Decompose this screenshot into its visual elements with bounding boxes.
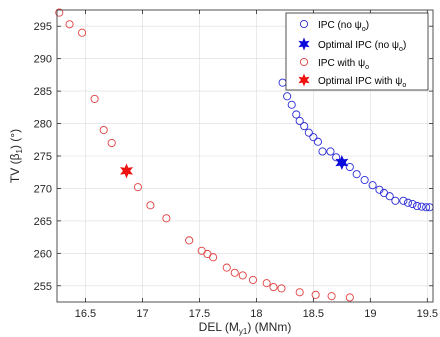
legend-item-optimal-ipc-no-psi: Optimal IPC (no ψo)	[298, 37, 406, 53]
data-point	[391, 196, 400, 205]
data-point	[78, 28, 87, 37]
data-point	[332, 153, 341, 162]
x-tick-label: 18	[250, 308, 262, 320]
x-tick-label: 19.5	[417, 308, 438, 320]
legend-item-ipc-no-psi: IPC (no ψo)	[299, 19, 369, 33]
legend-marker-ipc-with-psi	[299, 57, 309, 67]
series-layer	[55, 8, 434, 302]
data-point	[318, 147, 327, 156]
data-point	[360, 175, 369, 185]
data-point	[185, 236, 194, 245]
data-point	[345, 162, 354, 172]
y-tick-label: 290	[34, 54, 52, 66]
data-point	[262, 279, 271, 288]
y-axis-label: TV (β1) (°)	[8, 129, 24, 183]
data-point	[287, 100, 296, 109]
x-tick-label: 19	[364, 308, 376, 320]
x-tick-label: 18.5	[303, 308, 324, 320]
y-tick-label: 280	[34, 119, 52, 131]
data-point	[283, 92, 292, 101]
data-point	[412, 201, 422, 211]
series-optimal-ipc-with-psi	[120, 163, 133, 179]
data-point	[309, 133, 318, 142]
series-ipc-no-psi	[278, 78, 434, 212]
data-point	[295, 288, 304, 297]
data-point	[222, 263, 231, 272]
data-point	[292, 110, 301, 119]
data-point	[327, 292, 336, 301]
optimal-point	[120, 163, 133, 179]
data-point	[99, 125, 108, 135]
data-point	[209, 253, 218, 262]
legend-marker-ipc-no-psi	[299, 19, 309, 29]
data-point	[417, 202, 426, 211]
y-tick-label: 275	[34, 151, 52, 163]
data-point	[107, 138, 116, 148]
data-point	[385, 192, 394, 201]
legend-label-ipc-with-psi: IPC with ψo	[318, 58, 369, 71]
y-tick-label: 265	[34, 216, 52, 228]
legend-label-ipc-no-psi: IPC (no ψo)	[318, 20, 369, 33]
data-point	[345, 293, 354, 302]
legend-label-optimal-ipc-with-psi: Optimal IPC with ψo	[318, 76, 406, 89]
data-point	[300, 122, 309, 131]
ticks: 16.5 17 17.5 18 18.5 19 19.5 255 260 265 270 275 280…	[34, 10, 438, 320]
y-tick-label: 270	[34, 183, 52, 195]
data-point	[133, 183, 142, 192]
data-point	[277, 284, 286, 293]
y-tick-label: 255	[34, 281, 52, 293]
data-point	[65, 20, 74, 29]
legend: IPC (no ψo) Optimal IPC (no ψo) IPC with…	[285, 12, 429, 91]
data-point	[55, 8, 64, 17]
data-point	[422, 203, 431, 212]
legend-box	[285, 12, 429, 91]
y-tick-label: 260	[34, 248, 52, 260]
data-point	[90, 94, 99, 103]
data-point	[408, 199, 417, 209]
data-point	[295, 116, 304, 126]
data-point	[311, 290, 320, 299]
x-tick-label: 17.5	[189, 308, 210, 320]
y-tick-label: 295	[34, 21, 52, 33]
data-point	[403, 198, 412, 207]
data-point	[146, 201, 155, 210]
legend-marker-optimal-ipc-no-psi	[298, 37, 310, 51]
data-point	[304, 128, 313, 137]
legend-label-optimal-ipc-no-psi: Optimal IPC (no ψo)	[318, 40, 406, 53]
data-point	[326, 147, 335, 156]
x-tick-label: 16.5	[75, 308, 96, 320]
data-point	[352, 170, 361, 179]
data-point	[313, 137, 322, 146]
data-point	[269, 283, 278, 292]
legend-item-optimal-ipc-with-psi: Optimal IPC with ψo	[298, 73, 406, 89]
legend-marker-optimal-ipc-with-psi	[298, 73, 310, 87]
x-axis-label: DEL (My1) (MNm)	[199, 320, 292, 336]
series-ipc-with-psi	[55, 8, 354, 302]
data-point	[248, 275, 258, 284]
data-point	[399, 196, 408, 205]
y-tick-label: 285	[34, 86, 52, 98]
legend-item-ipc-with-psi: IPC with ψo	[299, 57, 369, 71]
data-point	[368, 181, 377, 190]
x-tick-label: 17	[136, 308, 148, 320]
data-point	[230, 268, 239, 277]
optimal-point	[335, 154, 349, 170]
data-point	[238, 271, 247, 280]
series-optimal-ipc-no-psi	[335, 154, 349, 170]
data-point	[162, 214, 171, 223]
